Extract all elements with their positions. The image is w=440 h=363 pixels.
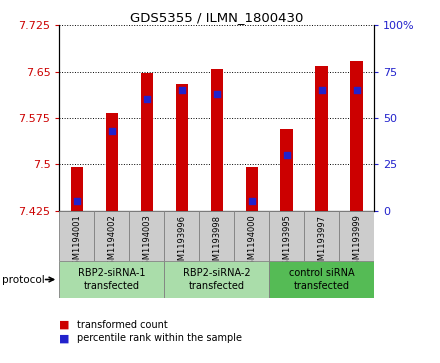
Bar: [199, 211, 234, 261]
Point: [283, 152, 290, 158]
Text: GSM1194003: GSM1194003: [142, 215, 151, 270]
Text: RBP2-siRNA-2
transfected: RBP2-siRNA-2 transfected: [183, 268, 250, 291]
Text: GSM1193998: GSM1193998: [212, 215, 221, 270]
Text: control siRNA
transfected: control siRNA transfected: [289, 268, 354, 291]
Point: [318, 87, 325, 93]
Text: transformed count: transformed count: [77, 320, 168, 330]
Point: [143, 97, 150, 102]
Text: ■: ■: [59, 333, 70, 343]
Text: GSM1194002: GSM1194002: [107, 215, 116, 270]
Text: GSM1193996: GSM1193996: [177, 215, 186, 270]
Bar: [269, 261, 374, 298]
Bar: [234, 211, 269, 261]
Text: GSM1194000: GSM1194000: [247, 215, 256, 270]
Text: ■: ■: [59, 320, 70, 330]
Bar: [71, 167, 83, 211]
Bar: [350, 61, 363, 211]
Point: [213, 91, 220, 97]
Bar: [269, 211, 304, 261]
Bar: [59, 211, 94, 261]
Point: [353, 87, 360, 93]
Point: [73, 198, 81, 204]
Bar: [211, 69, 223, 211]
Bar: [141, 73, 153, 211]
Bar: [164, 261, 269, 298]
Point: [178, 87, 185, 93]
Text: percentile rank within the sample: percentile rank within the sample: [77, 333, 242, 343]
Bar: [59, 261, 164, 298]
Bar: [280, 129, 293, 211]
Text: GSM1193999: GSM1193999: [352, 215, 361, 270]
Bar: [106, 113, 118, 211]
Bar: [339, 211, 374, 261]
Bar: [129, 211, 164, 261]
Bar: [304, 211, 339, 261]
Text: RBP2-siRNA-1
transfected: RBP2-siRNA-1 transfected: [78, 268, 146, 291]
Point: [108, 128, 115, 134]
Bar: [176, 84, 188, 211]
Bar: [315, 65, 328, 211]
Text: GSM1193997: GSM1193997: [317, 215, 326, 270]
Bar: [246, 167, 258, 211]
Bar: [94, 211, 129, 261]
Text: protocol: protocol: [2, 274, 45, 285]
Title: GDS5355 / ILMN_1800430: GDS5355 / ILMN_1800430: [130, 11, 304, 24]
Text: GSM1194001: GSM1194001: [72, 215, 81, 270]
Bar: [164, 211, 199, 261]
Text: GSM1193995: GSM1193995: [282, 215, 291, 270]
Point: [248, 198, 255, 204]
